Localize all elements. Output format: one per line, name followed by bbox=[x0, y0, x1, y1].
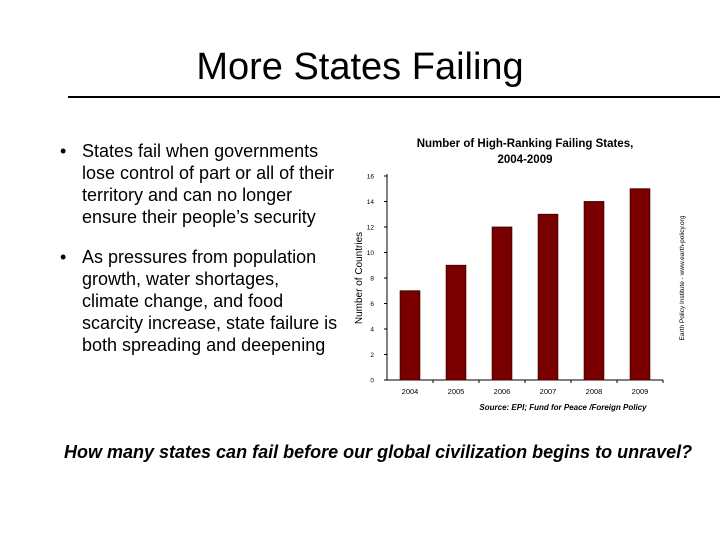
bar bbox=[445, 264, 467, 381]
closing-question: How many states can fail before our glob… bbox=[64, 442, 693, 462]
chart-title-line2: 2004-2009 bbox=[498, 154, 553, 166]
bar-chart: Number of High-Ranking Failing States, 2… bbox=[354, 138, 686, 412]
plot-area: 0 2 4 6 8 10 12 14 16 2004 2005 2006 2007 2008 2009 bbox=[367, 174, 664, 396]
x-tick-label: 2009 bbox=[632, 387, 649, 396]
side-credit: Earth Policy Institute - www.earth-polic… bbox=[679, 215, 686, 340]
title-underline bbox=[68, 96, 720, 98]
y-tick-label: 4 bbox=[370, 327, 374, 334]
bullet-item: • States fail when governments lose cont… bbox=[60, 140, 340, 228]
y-tick-label: 14 bbox=[367, 199, 375, 206]
bullet-text: States fail when governments lose contro… bbox=[82, 141, 335, 227]
chart-source: Source: EPI; Fund for Peace /Foreign Pol… bbox=[479, 403, 647, 412]
bar bbox=[583, 201, 605, 381]
chart-title-line1: Number of High-Ranking Failing States, bbox=[417, 138, 634, 150]
bullet-text: As pressures from population growth, wat… bbox=[82, 247, 338, 355]
x-tick-label: 2007 bbox=[540, 387, 557, 396]
y-axis-label: Number of Countries bbox=[354, 232, 365, 324]
bullet-marker: • bbox=[60, 247, 67, 267]
bullet-item: • As pressures from population growth, w… bbox=[60, 246, 340, 356]
bullet-list: • States fail when governments lose cont… bbox=[60, 140, 340, 374]
y-tick-label: 12 bbox=[367, 225, 375, 232]
y-tick-label: 10 bbox=[367, 250, 375, 257]
bar bbox=[629, 188, 651, 381]
y-tick-label: 6 bbox=[370, 301, 374, 308]
chart-container: Number of High-Ranking Failing States, 2… bbox=[345, 128, 695, 418]
bar bbox=[491, 226, 513, 381]
slide-title: More States Failing bbox=[196, 46, 524, 88]
x-tick-label: 2004 bbox=[402, 387, 419, 396]
y-tick-label: 8 bbox=[370, 276, 374, 283]
x-tick-label: 2008 bbox=[586, 387, 603, 396]
y-tick-label: 0 bbox=[370, 378, 374, 385]
y-tick-label: 2 bbox=[370, 352, 374, 359]
bar bbox=[399, 290, 421, 381]
y-tick-label: 16 bbox=[367, 174, 375, 181]
bar bbox=[537, 213, 559, 381]
x-tick-label: 2005 bbox=[448, 387, 465, 396]
x-tick-label: 2006 bbox=[494, 387, 511, 396]
bullet-marker: • bbox=[60, 141, 67, 161]
